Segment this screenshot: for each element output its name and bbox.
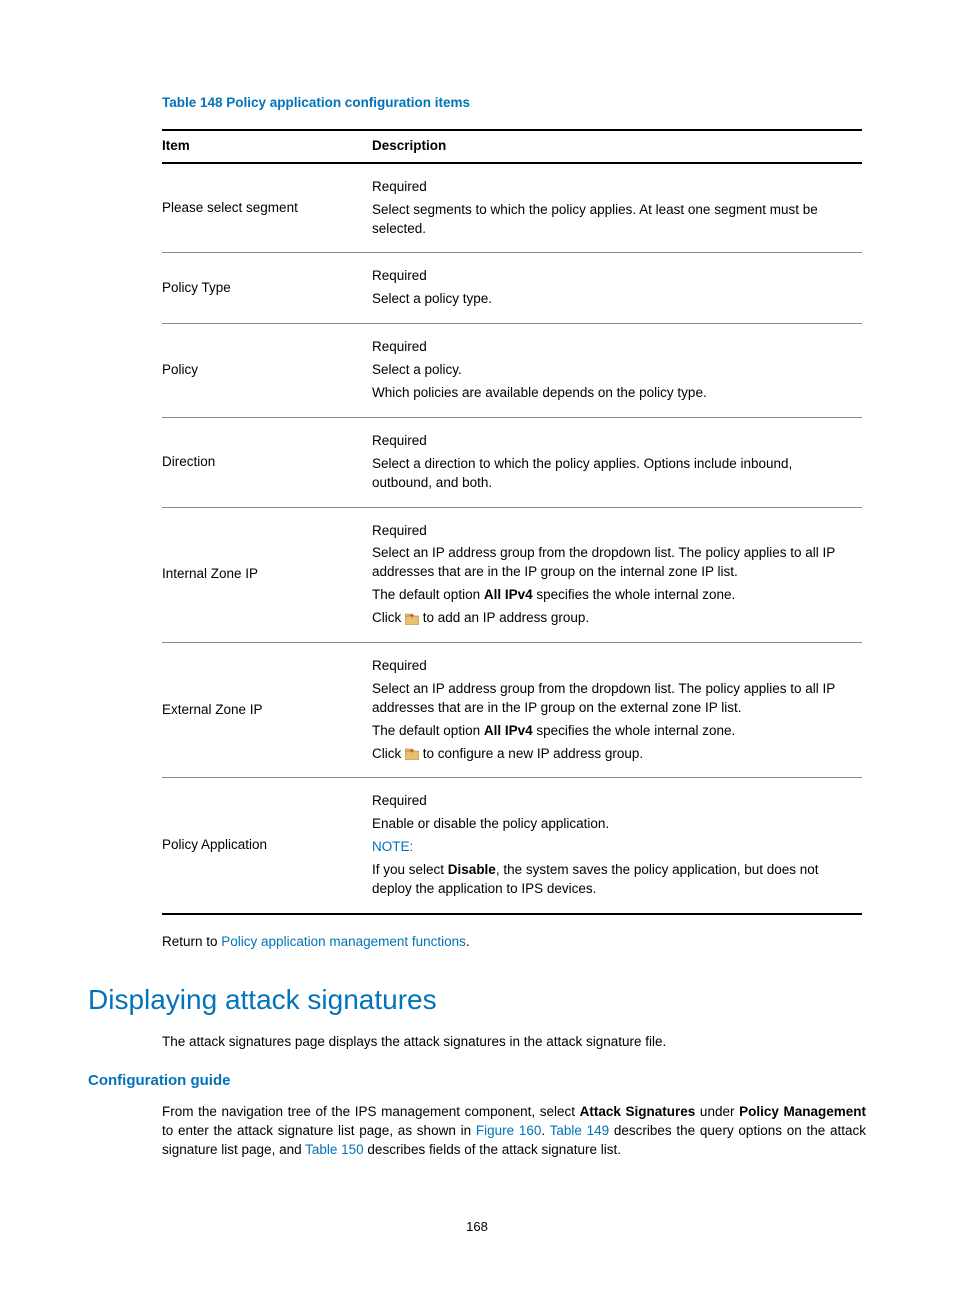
- description-line: Select segments to which the policy appl…: [372, 201, 854, 239]
- text-span: under: [695, 1104, 739, 1119]
- table-row: Internal Zone IPRequired Select an IP add…: [162, 507, 862, 642]
- svg-text:✦: ✦: [409, 748, 415, 755]
- folder-add-icon: ✦: [405, 748, 419, 760]
- section-heading-displaying-attack-signatures: Displaying attack signatures: [88, 980, 866, 1019]
- description-line: Click ✦ to configure a new IP address gr…: [372, 745, 854, 764]
- table-row: Policy TypeRequired Select a policy type.: [162, 253, 862, 324]
- table-header-row: Item Description: [162, 130, 862, 163]
- description-line: Required: [372, 338, 854, 357]
- page-number: 168: [0, 1218, 954, 1236]
- description-line: Required: [372, 432, 854, 451]
- text-pre: The default option: [372, 723, 484, 738]
- text-post: specifies the whole internal zone.: [533, 587, 736, 602]
- description-line: Select a policy.: [372, 361, 854, 380]
- text-post: to configure a new IP address group.: [419, 746, 643, 761]
- item-cell: Policy Application: [162, 778, 372, 914]
- text-pre: Click: [372, 610, 405, 625]
- bold-text: Disable: [448, 862, 496, 877]
- description-cell: Required Select segments to which the pol…: [372, 163, 862, 253]
- item-cell: External Zone IP: [162, 643, 372, 778]
- description-line: Click ✦ to add an IP address group.: [372, 609, 854, 628]
- bold-text: All IPv4: [484, 723, 533, 738]
- description-line: Select an IP address group from the drop…: [372, 680, 854, 718]
- text-span: From the navigation tree of the IPS mana…: [162, 1104, 580, 1119]
- description-cell: Required Select a policy type.: [372, 253, 862, 324]
- subsection-heading-configuration-guide: Configuration guide: [88, 1070, 866, 1091]
- description-line: Required: [372, 267, 854, 286]
- svg-text:✦: ✦: [409, 613, 415, 620]
- item-cell: Policy Type: [162, 253, 372, 324]
- description-cell: Required Select a policy. Which policies a…: [372, 324, 862, 418]
- description-line: The default option All IPv4 specifies th…: [372, 722, 854, 741]
- description-cell: Required Select a direction to which the …: [372, 417, 862, 507]
- description-line: Required: [372, 522, 854, 541]
- intro-text: The attack signatures page displays the …: [162, 1033, 866, 1052]
- reference-link[interactable]: Table 150: [305, 1142, 364, 1157]
- note-label: NOTE:: [372, 838, 854, 857]
- policy-app-mgmt-link[interactable]: Policy application management functions: [221, 934, 466, 949]
- text-pre: Click: [372, 746, 405, 761]
- description-line: Required: [372, 657, 854, 676]
- description-line: Which policies are available depends on …: [372, 384, 854, 403]
- description-line: Select a direction to which the policy a…: [372, 455, 854, 493]
- table-row: Policy ApplicationRequired Enable or disa…: [162, 778, 862, 914]
- description-cell: Required Enable or disable the policy app…: [372, 778, 862, 914]
- table-row: PolicyRequired Select a policy. Which poli…: [162, 324, 862, 418]
- description-line: Required: [372, 792, 854, 811]
- table-row: External Zone IPRequired Select an IP add…: [162, 643, 862, 778]
- description-line: If you select Disable, the system saves …: [372, 861, 854, 899]
- reference-link[interactable]: Figure 160: [476, 1123, 542, 1138]
- table-row: DirectionRequired Select a direction to w…: [162, 417, 862, 507]
- return-line: Return to Policy application management …: [162, 933, 866, 952]
- text-post: specifies the whole internal zone.: [533, 723, 736, 738]
- guide-paragraph: From the navigation tree of the IPS mana…: [162, 1103, 866, 1160]
- column-header-description: Description: [372, 130, 862, 163]
- bold-text: Policy Management: [739, 1104, 866, 1119]
- description-cell: Required Select an IP address group from …: [372, 643, 862, 778]
- description-line: Enable or disable the policy application…: [372, 815, 854, 834]
- return-post: .: [466, 934, 470, 949]
- item-cell: Internal Zone IP: [162, 507, 372, 642]
- table-row: Please select segmentRequired Select segm…: [162, 163, 862, 253]
- description-line: Select a policy type.: [372, 290, 854, 309]
- text-span: describes fields of the attack signature…: [364, 1142, 621, 1157]
- description-line: The default option All IPv4 specifies th…: [372, 586, 854, 605]
- bold-text: All IPv4: [484, 587, 533, 602]
- folder-add-icon: ✦: [405, 613, 419, 625]
- description-line: Select an IP address group from the drop…: [372, 544, 854, 582]
- item-cell: Policy: [162, 324, 372, 418]
- item-cell: Please select segment: [162, 163, 372, 253]
- item-cell: Direction: [162, 417, 372, 507]
- text-pre: The default option: [372, 587, 484, 602]
- config-items-table: Item Description Please select segmentRe…: [162, 129, 862, 915]
- text-post: to add an IP address group.: [419, 610, 589, 625]
- reference-link[interactable]: Table 149: [550, 1123, 610, 1138]
- text-span: .: [541, 1123, 549, 1138]
- table-caption: Table 148 Policy application configurati…: [162, 94, 866, 113]
- text-pre: If you select: [372, 862, 448, 877]
- column-header-item: Item: [162, 130, 372, 163]
- description-cell: Required Select an IP address group from …: [372, 507, 862, 642]
- return-pre: Return to: [162, 934, 221, 949]
- description-line: Required: [372, 178, 854, 197]
- text-span: to enter the attack signature list page,…: [162, 1123, 476, 1138]
- bold-text: Attack Signatures: [580, 1104, 696, 1119]
